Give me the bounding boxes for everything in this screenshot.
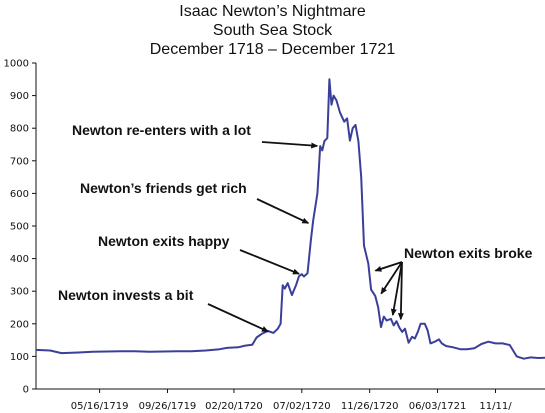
y-tick-label: 200	[10, 319, 29, 330]
x-tick-label: 02/20/1720	[205, 401, 263, 412]
y-tick-label: 800	[10, 124, 29, 135]
annotation-label: Newton’s friends get rich	[80, 180, 247, 196]
annotation-arrow	[380, 261, 403, 295]
x-tick-label: 07/02/1720	[273, 401, 331, 412]
y-tick-label: 100	[10, 352, 29, 363]
annotation-arrow	[261, 141, 319, 149]
annotations-layer: Newton re-enters with a lot Newton’s frie…	[58, 122, 533, 333]
annotation-label: Newton re-enters with a lot	[72, 122, 251, 138]
annotation-arrow	[207, 303, 269, 333]
axes-group: 0 100 200 300 400 500 600 700 800 900 1000 05/16/17…	[4, 59, 545, 412]
annotation-label: Newton exits broke	[404, 245, 533, 261]
annotation-arrow	[390, 261, 403, 316]
y-tick-label: 900	[10, 91, 29, 102]
chart-title: Isaac Newton’s Nightmare	[179, 3, 366, 20]
annotation-label: Newton exits happy	[98, 233, 230, 249]
annotation-label: Newton invests a bit	[58, 287, 194, 303]
chart-subtitle-stock: South Sea Stock	[212, 22, 333, 39]
chart-title-block: Isaac Newton’s Nightmare South Sea Stock…	[0, 2, 545, 59]
y-tick-label: 0	[23, 385, 29, 396]
x-tick-label: 05/16/1719	[71, 401, 129, 412]
y-tick-label: 500	[10, 222, 29, 233]
y-tick-label: 600	[10, 189, 29, 200]
annotation-arrow	[397, 261, 404, 321]
annotation-arrow	[374, 261, 403, 272]
y-tick-label: 400	[10, 254, 29, 265]
annotation-arrow	[256, 198, 310, 224]
y-tick-label: 1000	[4, 59, 29, 70]
y-tick-label: 700	[10, 156, 29, 167]
x-tick-label: 11/26/1720	[341, 401, 399, 412]
annotation-arrow	[239, 249, 300, 275]
x-tick-label: 09/26/1719	[139, 401, 197, 412]
x-tick-label: 06/03/1721	[409, 401, 467, 412]
y-tick-label: 300	[10, 287, 29, 298]
chart-subtitle-dates: December 1718 – December 1721	[149, 41, 396, 58]
x-tick-label: 11/11/	[479, 401, 512, 412]
series-layer	[35, 78, 545, 360]
price-series-line	[35, 78, 545, 360]
